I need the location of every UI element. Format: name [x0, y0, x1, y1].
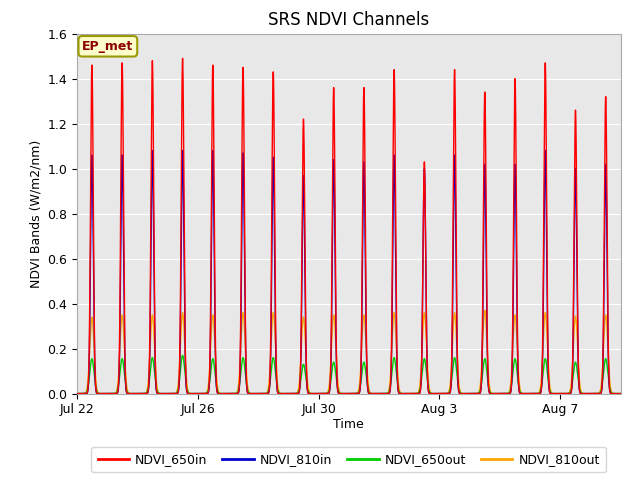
Title: SRS NDVI Channels: SRS NDVI Channels	[268, 11, 429, 29]
Y-axis label: NDVI Bands (W/m2/nm): NDVI Bands (W/m2/nm)	[30, 140, 43, 288]
X-axis label: Time: Time	[333, 418, 364, 431]
Legend: NDVI_650in, NDVI_810in, NDVI_650out, NDVI_810out: NDVI_650in, NDVI_810in, NDVI_650out, NDV…	[92, 447, 606, 472]
Text: EP_met: EP_met	[82, 40, 134, 53]
